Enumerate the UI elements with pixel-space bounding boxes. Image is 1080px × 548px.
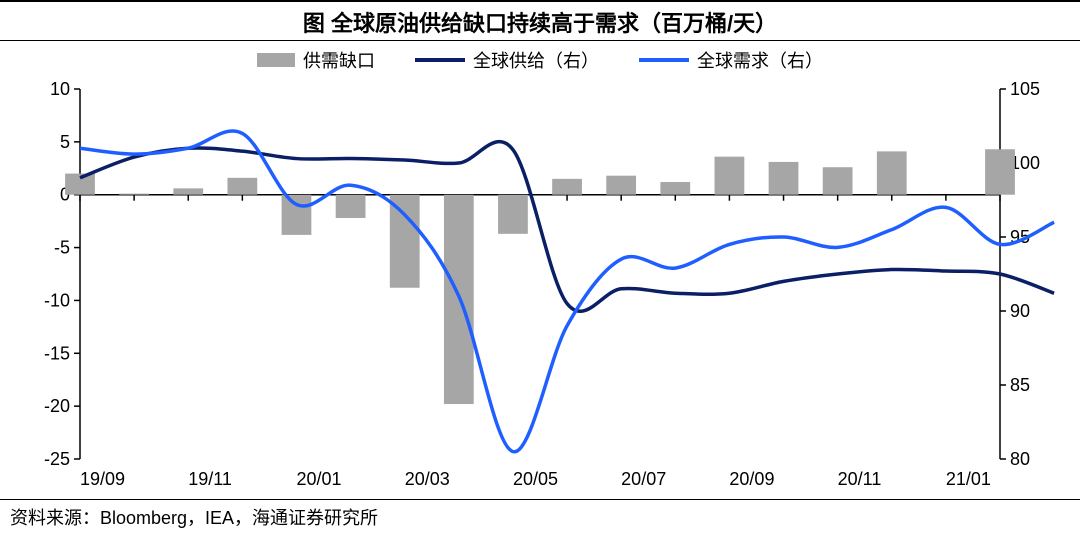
line-swatch-supply [415,58,465,62]
legend-label-supply: 全球供给（右） [473,47,599,73]
svg-text:-5: -5 [54,238,70,258]
legend-item-bar: 供需缺口 [257,47,375,73]
svg-text:90: 90 [1010,301,1030,321]
chart-svg: -25-20-15-10-505108085909510010519/0919/… [20,79,1060,499]
chart-area: -25-20-15-10-505108085909510010519/0919/… [20,79,1060,499]
source-line: 资料来源：Bloomberg，IEA，海通证券研究所 [0,499,1080,534]
svg-text:20/05: 20/05 [513,469,558,489]
svg-text:-25: -25 [44,449,70,469]
legend: 供需缺口 全球供给（右） 全球需求（右） [0,41,1080,79]
svg-text:105: 105 [1010,79,1040,99]
svg-text:5: 5 [60,132,70,152]
legend-item-demand: 全球需求（右） [639,47,823,73]
svg-text:20/03: 20/03 [405,469,450,489]
chart-title: 图 全球原油供给缺口持续高于需求（百万桶/天） [0,0,1080,41]
svg-text:20/11: 20/11 [838,469,882,489]
svg-text:10: 10 [50,79,70,99]
svg-text:-20: -20 [44,396,70,416]
svg-text:80: 80 [1010,449,1030,469]
svg-text:19/11: 19/11 [188,469,232,489]
svg-text:20/07: 20/07 [621,469,666,489]
svg-text:-15: -15 [44,343,70,363]
svg-text:20/01: 20/01 [296,469,341,489]
svg-text:85: 85 [1010,375,1030,395]
legend-label-bar: 供需缺口 [303,47,375,73]
line-swatch-demand [639,58,689,62]
svg-text:20/09: 20/09 [729,469,774,489]
svg-text:21/01: 21/01 [946,469,991,489]
svg-text:-10: -10 [44,290,70,310]
bar-swatch [257,53,295,67]
legend-item-supply: 全球供给（右） [415,47,599,73]
legend-label-demand: 全球需求（右） [697,47,823,73]
svg-text:19/09: 19/09 [80,469,125,489]
